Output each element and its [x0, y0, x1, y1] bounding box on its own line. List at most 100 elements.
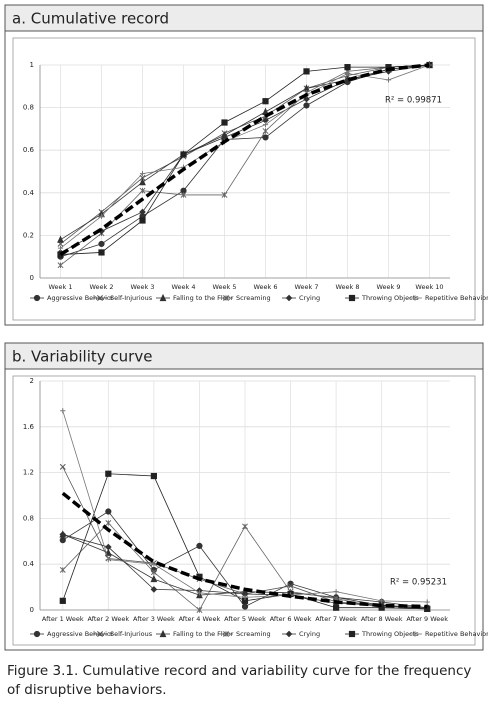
marker — [262, 128, 269, 134]
legend-label: Screaming — [236, 294, 271, 302]
x-tick-label: After 2 Week — [87, 615, 129, 623]
x-tick-label: Week 4 — [171, 283, 195, 291]
panel-title: a. Cumulative record — [12, 10, 169, 28]
y-tick-label: 2 — [30, 377, 34, 385]
x-tick-label: After 5 Week — [224, 615, 266, 623]
x-tick-label: After 1 Week — [42, 615, 84, 623]
marker — [98, 213, 105, 219]
x-tick-label: Week 2 — [89, 283, 113, 291]
marker — [262, 134, 269, 141]
legend-label: Crying — [299, 630, 320, 638]
x-tick-label: After 6 Week — [270, 615, 312, 623]
x-tick-label: After 7 Week — [315, 615, 357, 623]
series-line — [60, 64, 430, 255]
marker — [105, 470, 112, 477]
x-tick-label: Week 5 — [212, 283, 236, 291]
marker — [180, 151, 187, 158]
marker — [105, 557, 111, 563]
marker — [57, 262, 64, 269]
marker — [59, 531, 67, 538]
marker — [57, 245, 64, 251]
legend-label: Falling to the Floor — [173, 630, 234, 638]
marker — [59, 597, 66, 604]
marker — [150, 586, 158, 593]
marker — [333, 589, 339, 595]
marker — [412, 631, 418, 637]
chart-frame — [12, 37, 476, 321]
legend-label: Self-Injurious — [110, 630, 153, 638]
marker — [379, 598, 385, 604]
marker — [150, 569, 157, 576]
y-tick-label: 0.2 — [23, 231, 34, 239]
marker — [104, 548, 112, 556]
marker — [262, 122, 269, 128]
panel-title: b. Variability curve — [12, 348, 152, 366]
marker — [33, 630, 41, 638]
y-tick-label: 0.4 — [23, 560, 35, 568]
marker — [285, 630, 293, 638]
marker — [223, 295, 229, 301]
marker — [333, 604, 340, 611]
x-tick-label: Week 1 — [48, 283, 72, 291]
legend-label: Aggressive Behavior — [47, 630, 114, 638]
r-squared-annotation: R² = 0.95231 — [390, 578, 447, 588]
x-tick-label: After 8 Week — [361, 615, 403, 623]
marker — [105, 508, 112, 515]
marker — [159, 293, 167, 302]
marker — [287, 583, 294, 589]
y-tick-label: 0 — [30, 606, 34, 614]
marker — [33, 294, 41, 302]
panel-title-band — [4, 342, 484, 370]
marker — [105, 520, 112, 526]
marker — [150, 472, 157, 480]
trend-line — [61, 491, 428, 609]
marker — [348, 630, 356, 638]
marker — [378, 604, 385, 611]
marker — [139, 217, 146, 224]
y-tick-label: 0.6 — [23, 146, 35, 154]
x-tick-label: After 4 Week — [179, 615, 221, 623]
marker — [139, 177, 146, 186]
y-tick-label: 1.2 — [23, 469, 34, 477]
marker — [348, 294, 356, 302]
y-tick-label: 1 — [30, 61, 34, 69]
y-tick-label: 0.8 — [23, 514, 34, 522]
legend-label: Crying — [299, 294, 320, 302]
marker — [105, 543, 112, 551]
marker — [59, 537, 66, 544]
marker — [196, 607, 203, 613]
marker — [303, 95, 310, 103]
marker — [303, 68, 310, 75]
legend-label: Falling to the Floor — [173, 294, 234, 302]
marker — [59, 463, 66, 470]
marker — [303, 102, 310, 109]
figure: a. Cumulative record 0 0.2 0.4 0.6 0.8 1 Week 1… — [4, 4, 488, 651]
marker — [57, 235, 64, 243]
marker — [242, 523, 248, 530]
marker — [150, 574, 158, 583]
legend-label: Self-Injurious — [110, 294, 153, 302]
legend-label: Aggressive Behavior — [47, 294, 114, 302]
marker — [285, 294, 293, 302]
marker — [344, 64, 351, 71]
x-tick-label: Week 9 — [376, 283, 400, 291]
series-line — [60, 64, 430, 249]
marker — [180, 191, 187, 198]
marker — [241, 603, 249, 610]
marker — [424, 599, 430, 605]
marker — [59, 566, 66, 573]
marker — [98, 240, 105, 248]
marker — [262, 98, 269, 105]
r-squared-annotation: R² = 0.99871 — [385, 96, 442, 106]
y-tick-label: 0.8 — [23, 104, 34, 112]
legend-label: Throwing Objects — [361, 294, 419, 302]
marker — [242, 594, 248, 601]
legend-label: Repetitive Behavior — [425, 294, 488, 302]
figure-caption: Figure 3.1. Cumulative record and variab… — [7, 663, 472, 698]
marker — [221, 191, 228, 198]
marker — [159, 629, 167, 638]
marker — [139, 174, 146, 181]
marker — [139, 187, 146, 194]
x-tick-label: After 9 Week — [406, 615, 448, 623]
